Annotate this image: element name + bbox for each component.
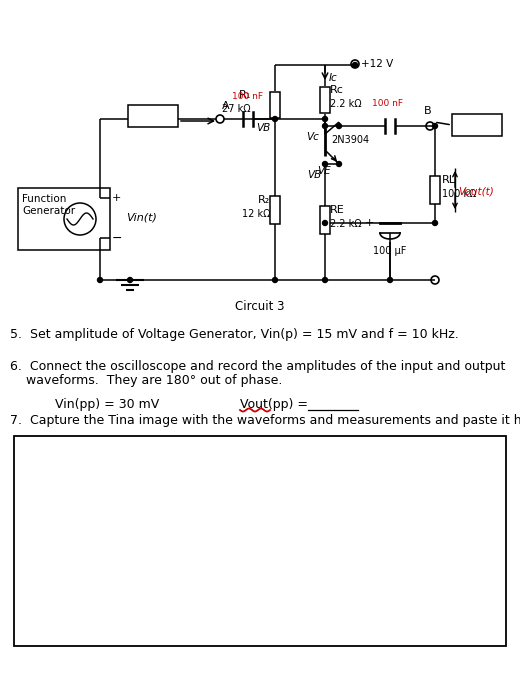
Text: 2.2 kΩ: 2.2 kΩ [330,219,361,229]
Text: VB: VB [307,170,321,180]
Circle shape [322,124,328,129]
Text: 27 kΩ: 27 kΩ [223,104,251,114]
Text: RE: RE [330,205,345,215]
Circle shape [387,277,393,283]
Bar [430,176,440,204]
Bar [320,87,330,113]
Text: Vin(t): Vin(t) [126,213,157,223]
Bar [320,206,330,234]
Text: +: + [365,218,374,228]
Text: 100 μF: 100 μF [373,246,407,256]
Text: 5.  Set amplitude of Voltage Generator, Vin(p) = 15 mV and f = 10 kHz.: 5. Set amplitude of Voltage Generator, V… [10,328,459,341]
Circle shape [353,63,358,67]
Text: R₂: R₂ [258,195,270,205]
Bar [270,196,280,224]
Text: 7.  Capture the Tina image with the waveforms and measurements and paste it here: 7. Capture the Tina image with the wavef… [10,414,520,427]
Text: Vout(pp) =: Vout(pp) = [240,398,312,411]
Circle shape [433,124,437,129]
Bar [452,114,502,136]
Text: RL: RL [442,175,456,185]
Text: Vc: Vc [306,132,319,142]
Text: 100 nF: 100 nF [232,92,264,101]
Circle shape [272,116,278,122]
Bar [270,92,280,118]
Text: 100 kΩ: 100 kΩ [442,189,476,199]
Text: 6.  Connect the oscilloscope and record the amplitudes of the input and output: 6. Connect the oscilloscope and record t… [10,360,505,373]
Text: VE: VE [317,166,331,176]
Circle shape [322,162,328,166]
Circle shape [336,162,342,166]
Text: Vout(t): Vout(t) [458,187,494,197]
Text: A: A [222,101,230,111]
Text: +: + [112,193,121,203]
Circle shape [336,124,342,129]
Circle shape [433,221,437,225]
Text: −: − [112,232,123,244]
Circle shape [98,277,102,283]
Circle shape [322,277,328,283]
Text: waveforms.  They are 180° out of phase.: waveforms. They are 180° out of phase. [10,374,282,387]
Text: Vin(pp) = 30 mV: Vin(pp) = 30 mV [55,398,159,411]
Bar [14,436,506,646]
Text: Ic: Ic [329,73,338,83]
Text: B: B [424,106,432,116]
Text: VB: VB [256,123,270,133]
Bar [128,105,178,127]
Text: 12 kΩ: 12 kΩ [241,209,270,219]
Circle shape [127,277,133,283]
Text: Generator: Generator [22,206,75,216]
Text: CH2: CH2 [464,118,490,131]
Circle shape [322,221,328,225]
Text: CH1: CH1 [140,110,166,122]
Text: 2.2 kΩ: 2.2 kΩ [330,99,361,109]
Text: Function: Function [22,194,67,204]
Text: 2N3904: 2N3904 [331,135,369,145]
Text: 100 nF: 100 nF [372,99,404,108]
Circle shape [272,277,278,283]
Bar [18,188,110,250]
Text: Rc: Rc [330,85,344,95]
Text: Circuit 3: Circuit 3 [235,300,285,313]
Text: +12 V: +12 V [361,59,393,69]
Text: R₁: R₁ [239,90,251,100]
Circle shape [322,116,328,122]
